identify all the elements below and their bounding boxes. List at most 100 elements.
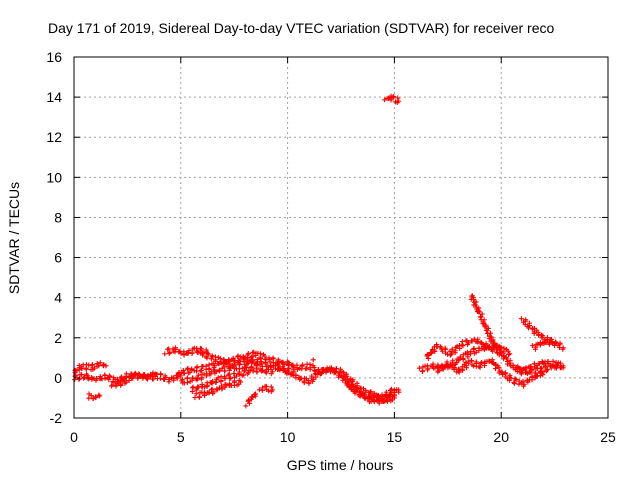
data-point <box>529 374 535 380</box>
data-point <box>123 371 129 377</box>
data-point <box>340 377 346 383</box>
data-point <box>333 369 339 375</box>
data-point <box>304 365 310 371</box>
data-point <box>315 367 321 373</box>
data-point <box>447 352 453 358</box>
series-track-24 <box>529 338 558 352</box>
data-point <box>476 309 482 315</box>
data-point <box>383 397 389 403</box>
data-point <box>368 389 374 395</box>
data-point <box>277 367 283 373</box>
data-point <box>471 345 477 351</box>
data-point <box>395 95 401 101</box>
data-point <box>477 364 483 370</box>
data-point <box>420 368 426 374</box>
data-point <box>425 365 431 371</box>
data-point <box>260 367 266 373</box>
data-point <box>257 351 263 357</box>
series-track-22 <box>513 361 566 377</box>
data-point <box>280 359 286 365</box>
data-point <box>213 379 219 385</box>
data-point <box>518 316 524 322</box>
data-point <box>344 380 350 386</box>
data-point <box>150 376 156 382</box>
data-point <box>366 396 372 402</box>
data-point <box>241 355 247 361</box>
data-point <box>473 299 479 305</box>
data-point <box>206 366 212 372</box>
data-point <box>487 330 493 336</box>
series-track-17 <box>382 93 402 106</box>
data-point <box>476 364 482 370</box>
data-point <box>217 368 223 374</box>
data-point <box>301 380 307 386</box>
series-track-18 <box>416 341 513 374</box>
data-point <box>238 379 244 385</box>
data-point <box>428 350 434 356</box>
data-point <box>102 372 108 378</box>
data-point <box>178 350 184 356</box>
data-point <box>497 350 503 356</box>
x-tick-label: 10 <box>280 429 296 445</box>
series-track-5 <box>162 345 209 358</box>
data-point <box>91 365 97 371</box>
data-point <box>529 343 535 349</box>
data-point <box>481 317 487 323</box>
data-point <box>231 371 237 377</box>
data-point <box>465 360 471 366</box>
data-point <box>193 391 199 397</box>
data-point <box>306 380 312 386</box>
data-point <box>466 340 472 346</box>
data-point <box>205 351 211 357</box>
data-point <box>210 378 216 384</box>
data-point <box>173 346 179 352</box>
data-point <box>227 358 233 364</box>
data-point <box>258 356 264 362</box>
data-point <box>231 378 237 384</box>
y-tick-label: -2 <box>50 410 63 426</box>
data-point <box>344 373 350 379</box>
data-point <box>190 384 196 390</box>
data-point <box>270 387 276 393</box>
series-track-15 <box>344 380 402 406</box>
data-point <box>448 351 454 357</box>
data-point <box>147 374 153 380</box>
data-point <box>204 355 210 361</box>
chart-title: Day 171 of 2019, Sidereal Day-to-day VTE… <box>48 20 554 36</box>
data-point <box>181 351 187 357</box>
data-point <box>478 314 484 320</box>
data-point <box>355 387 361 393</box>
data-point <box>213 358 219 364</box>
data-point <box>97 393 103 399</box>
data-point <box>76 367 82 373</box>
data-point <box>262 353 268 359</box>
data-point <box>390 94 396 100</box>
data-point <box>215 375 221 381</box>
series-track-10 <box>192 377 244 401</box>
data-point <box>250 357 256 363</box>
data-point <box>184 375 190 381</box>
data-point <box>192 395 198 401</box>
data-point <box>219 386 225 392</box>
data-point <box>375 392 381 398</box>
data-point <box>90 396 96 402</box>
data-point <box>194 377 200 383</box>
data-point <box>479 311 485 317</box>
data-point <box>560 365 566 371</box>
data-point <box>166 350 172 356</box>
data-point <box>222 376 228 382</box>
data-point <box>253 391 259 397</box>
data-point <box>471 363 477 369</box>
data-point <box>202 391 208 397</box>
data-point <box>166 379 172 385</box>
data-point <box>557 341 563 347</box>
data-point <box>200 350 206 356</box>
data-point <box>209 386 215 392</box>
data-point <box>228 375 234 381</box>
data-point <box>166 346 172 352</box>
data-point <box>472 302 478 308</box>
data-point <box>486 345 492 351</box>
y-tick-label: 6 <box>54 250 62 266</box>
series-track-11 <box>243 391 259 409</box>
series-track-1 <box>72 360 109 376</box>
